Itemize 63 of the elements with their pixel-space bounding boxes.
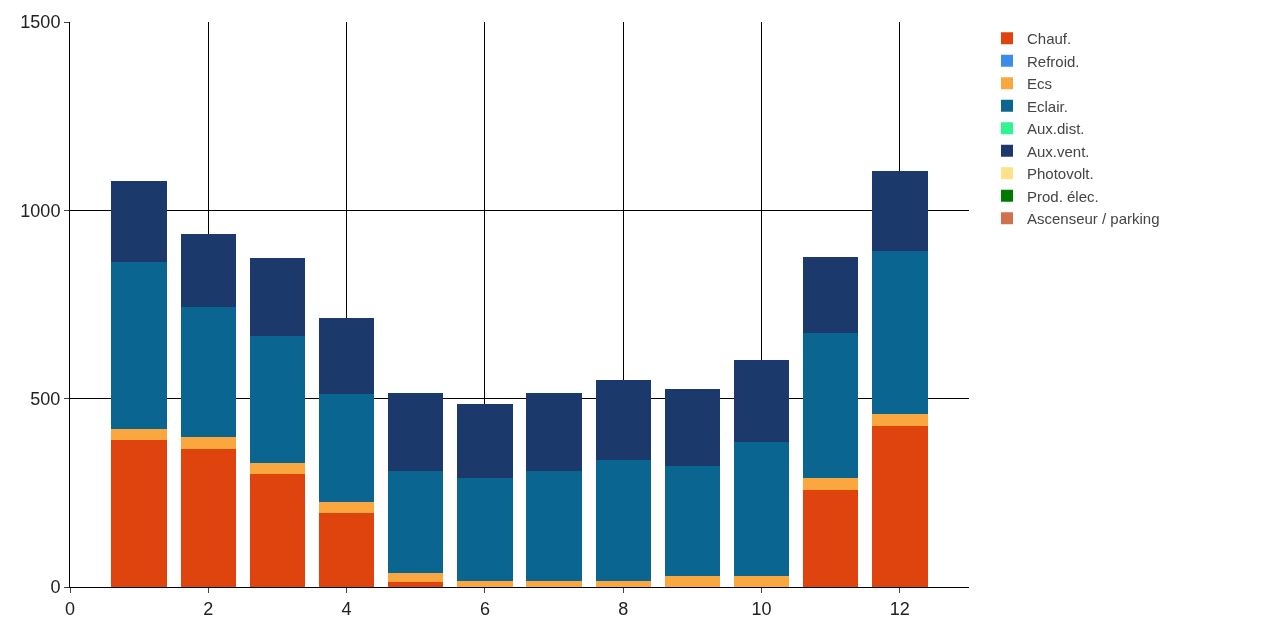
bar: [803, 489, 859, 587]
bar: [388, 581, 444, 587]
legend-label: Photovolt.: [1026, 165, 1094, 183]
y-tick-label: 500: [30, 388, 61, 409]
bar: [457, 403, 513, 479]
y-tick-label: 1500: [20, 12, 61, 33]
bar: [111, 180, 167, 262]
bar: [388, 470, 444, 574]
bar: [318, 318, 375, 394]
bar: [457, 478, 513, 581]
y-tick-label: 0: [50, 577, 61, 598]
bar: [733, 359, 790, 442]
bar: [733, 576, 790, 587]
bar: [318, 501, 375, 513]
bar: [249, 474, 306, 587]
bar: [664, 388, 721, 467]
legend-label: Eclair.: [1026, 97, 1068, 115]
bar: [872, 251, 928, 415]
bar: [180, 306, 236, 438]
bar: [664, 466, 721, 577]
x-tick-label: 0: [64, 598, 76, 619]
bar: [111, 440, 167, 587]
bar: [872, 170, 928, 252]
bar: [180, 448, 236, 587]
legend-label: Ascenseur / parking: [1026, 210, 1160, 228]
legend-label: Aux.vent.: [1026, 142, 1090, 160]
bar: [249, 257, 306, 337]
x-tick-label: 8: [618, 598, 629, 619]
y-tick-label: 1000: [20, 200, 61, 221]
bar: [733, 441, 790, 577]
bar: [595, 460, 651, 581]
bar: [388, 573, 444, 582]
legend-label: Prod. élec.: [1026, 187, 1099, 205]
bar: [872, 425, 928, 587]
x-tick-label: 2: [203, 598, 214, 619]
bar: [872, 414, 928, 426]
bar: [249, 462, 306, 474]
x-tick-label: 6: [479, 598, 490, 619]
bar: [803, 332, 859, 479]
x-tick-label: 12: [889, 598, 910, 619]
bar: [664, 576, 721, 587]
bar: [595, 580, 651, 587]
bar: [457, 580, 513, 587]
bar: [111, 261, 167, 430]
legend-label: Aux.dist.: [1026, 120, 1085, 138]
bar: [526, 580, 582, 587]
bar: [803, 478, 859, 490]
bar: [595, 379, 651, 461]
bar: [526, 393, 582, 471]
bar: [249, 336, 306, 463]
bar: [180, 233, 236, 307]
bar: [803, 257, 859, 333]
bar: [318, 512, 375, 587]
x-tick-label: 10: [751, 598, 772, 619]
bar: [318, 393, 375, 502]
bar: [180, 437, 236, 449]
x-tick-label: 4: [341, 598, 352, 619]
bar: [388, 393, 444, 471]
legend-label: Chauf.: [1026, 30, 1072, 48]
bar: [111, 429, 167, 441]
bar: [526, 470, 582, 581]
legend-label: Ecs: [1026, 75, 1052, 93]
legend-label: Refroid.: [1026, 52, 1080, 70]
